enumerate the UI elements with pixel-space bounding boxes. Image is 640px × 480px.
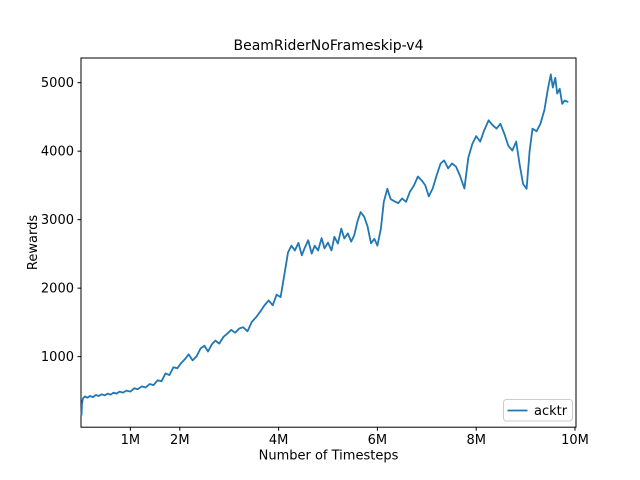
series-line-acktr: [80, 73, 569, 416]
x-axis: 1M 2M 4M 6M 8M 10M: [121, 427, 589, 448]
x-axis-label: Number of Timesteps: [259, 449, 399, 464]
reward-line-series: [80, 73, 569, 416]
y-tick-label: 4000: [41, 145, 74, 160]
y-axis-label: Rewards: [26, 215, 41, 270]
chart-title: BeamRiderNoFrameskip-v4: [233, 38, 423, 54]
legend-entry-label: acktr: [534, 404, 568, 419]
y-tick-label: 5000: [41, 76, 74, 91]
y-tick-label: 2000: [41, 282, 74, 297]
x-tick-label: 2M: [170, 433, 190, 448]
x-tick-label: 10M: [561, 433, 589, 448]
x-tick-label: 6M: [368, 433, 388, 448]
x-tick-label: 4M: [269, 433, 289, 448]
y-tick-label: 1000: [41, 350, 74, 365]
plot-area-border: [80, 57, 577, 428]
y-axis: 1000 2000 3000 4000 5000: [41, 76, 81, 365]
x-tick-label: 1M: [121, 433, 141, 448]
x-tick-label: 8M: [466, 433, 486, 448]
legend: acktr: [503, 399, 573, 422]
legend-box: [503, 399, 573, 422]
y-tick-label: 3000: [41, 213, 74, 228]
